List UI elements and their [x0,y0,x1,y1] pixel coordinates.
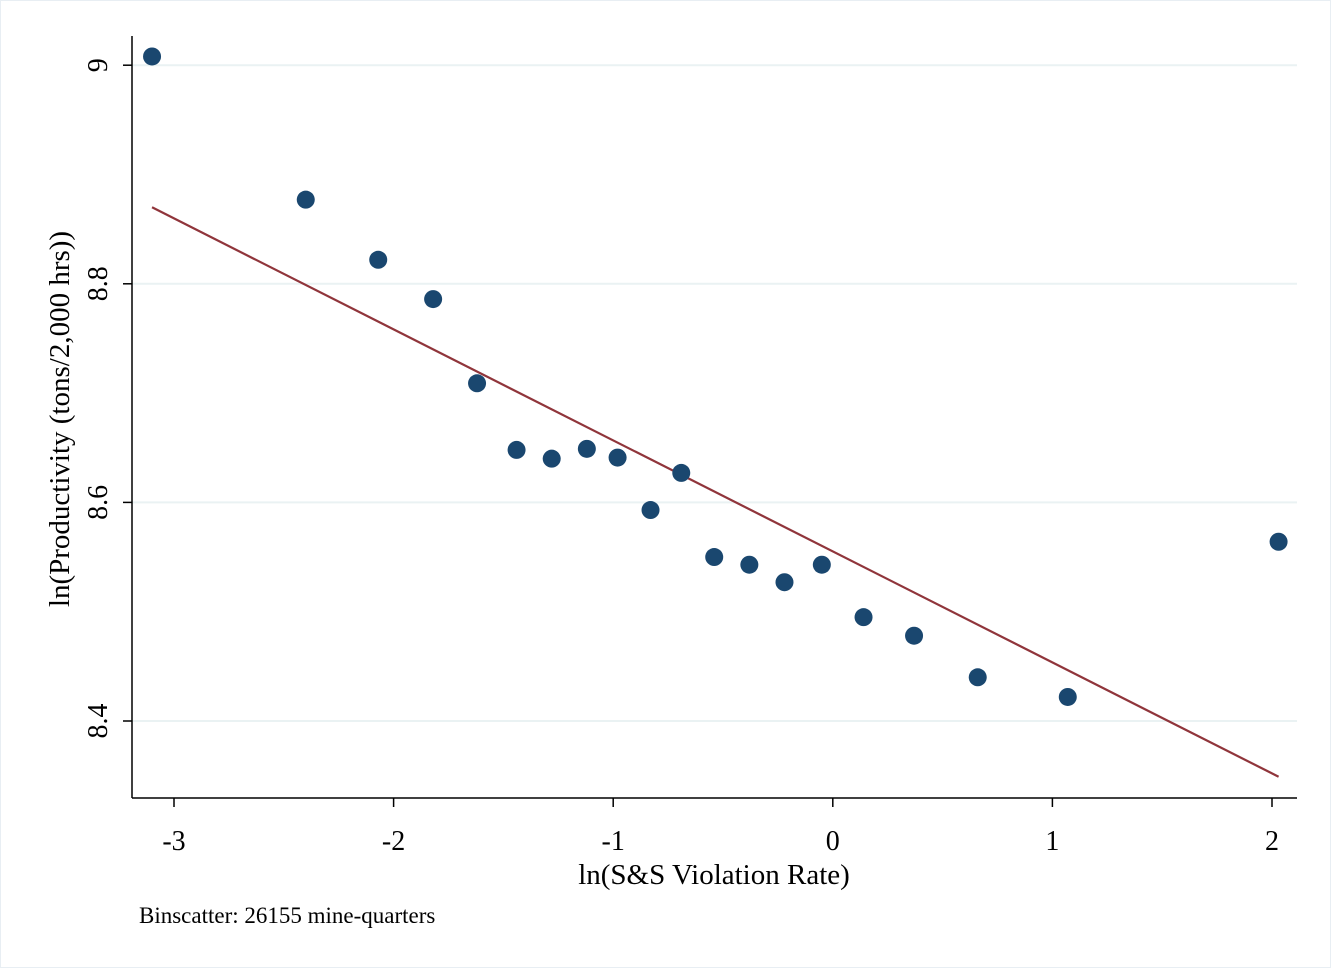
scatter-point [740,555,759,574]
y-tick-label: 9 [83,58,114,72]
scatter-point [1269,532,1288,551]
x-tick-label: 2 [1265,826,1279,857]
scatter-point [905,626,924,645]
axes [131,36,1297,799]
scatter-point [1058,687,1077,706]
fit-line [151,206,1280,778]
scatter-point [775,573,794,592]
chart-note: Binscatter: 26155 mine-quarters [139,903,435,928]
points-layer [143,47,1288,706]
scatter-point [143,47,162,66]
scatter-point [608,448,627,467]
y-tick-label: 8.8 [83,266,114,301]
scatter-point [369,250,388,269]
scatter-point [812,555,831,574]
scatter-point [424,290,443,309]
x-tick-label: -3 [162,826,185,857]
axis-ticks: 8.4 8.6 8.8 9 -3 -2 -1 0 1 2 [83,58,1279,857]
scatter-point [296,190,315,209]
gridlines [132,64,1297,722]
scatter-point [542,449,561,468]
y-tick-label: 8.4 [83,704,114,739]
x-tick-label: 1 [1045,826,1059,857]
scatter-point [672,463,691,482]
x-axis-title: ln(S&S Violation Rate) [578,859,850,891]
scatter-point [577,439,596,458]
x-tick-label: -1 [602,826,625,857]
scatter-point [854,608,873,627]
x-tick-label: -2 [382,826,405,857]
scatter-point [507,440,526,459]
fit-line-layer [151,206,1280,778]
y-axis-title: ln(Productivity (tons/2,000 hrs)) [44,231,76,607]
y-tick-label: 8.6 [83,485,114,520]
scatter-point [705,548,724,567]
x-tick-label: 0 [826,826,840,857]
scatter-point [468,374,487,393]
scatter-point [641,501,660,520]
scatter-point [968,668,987,687]
